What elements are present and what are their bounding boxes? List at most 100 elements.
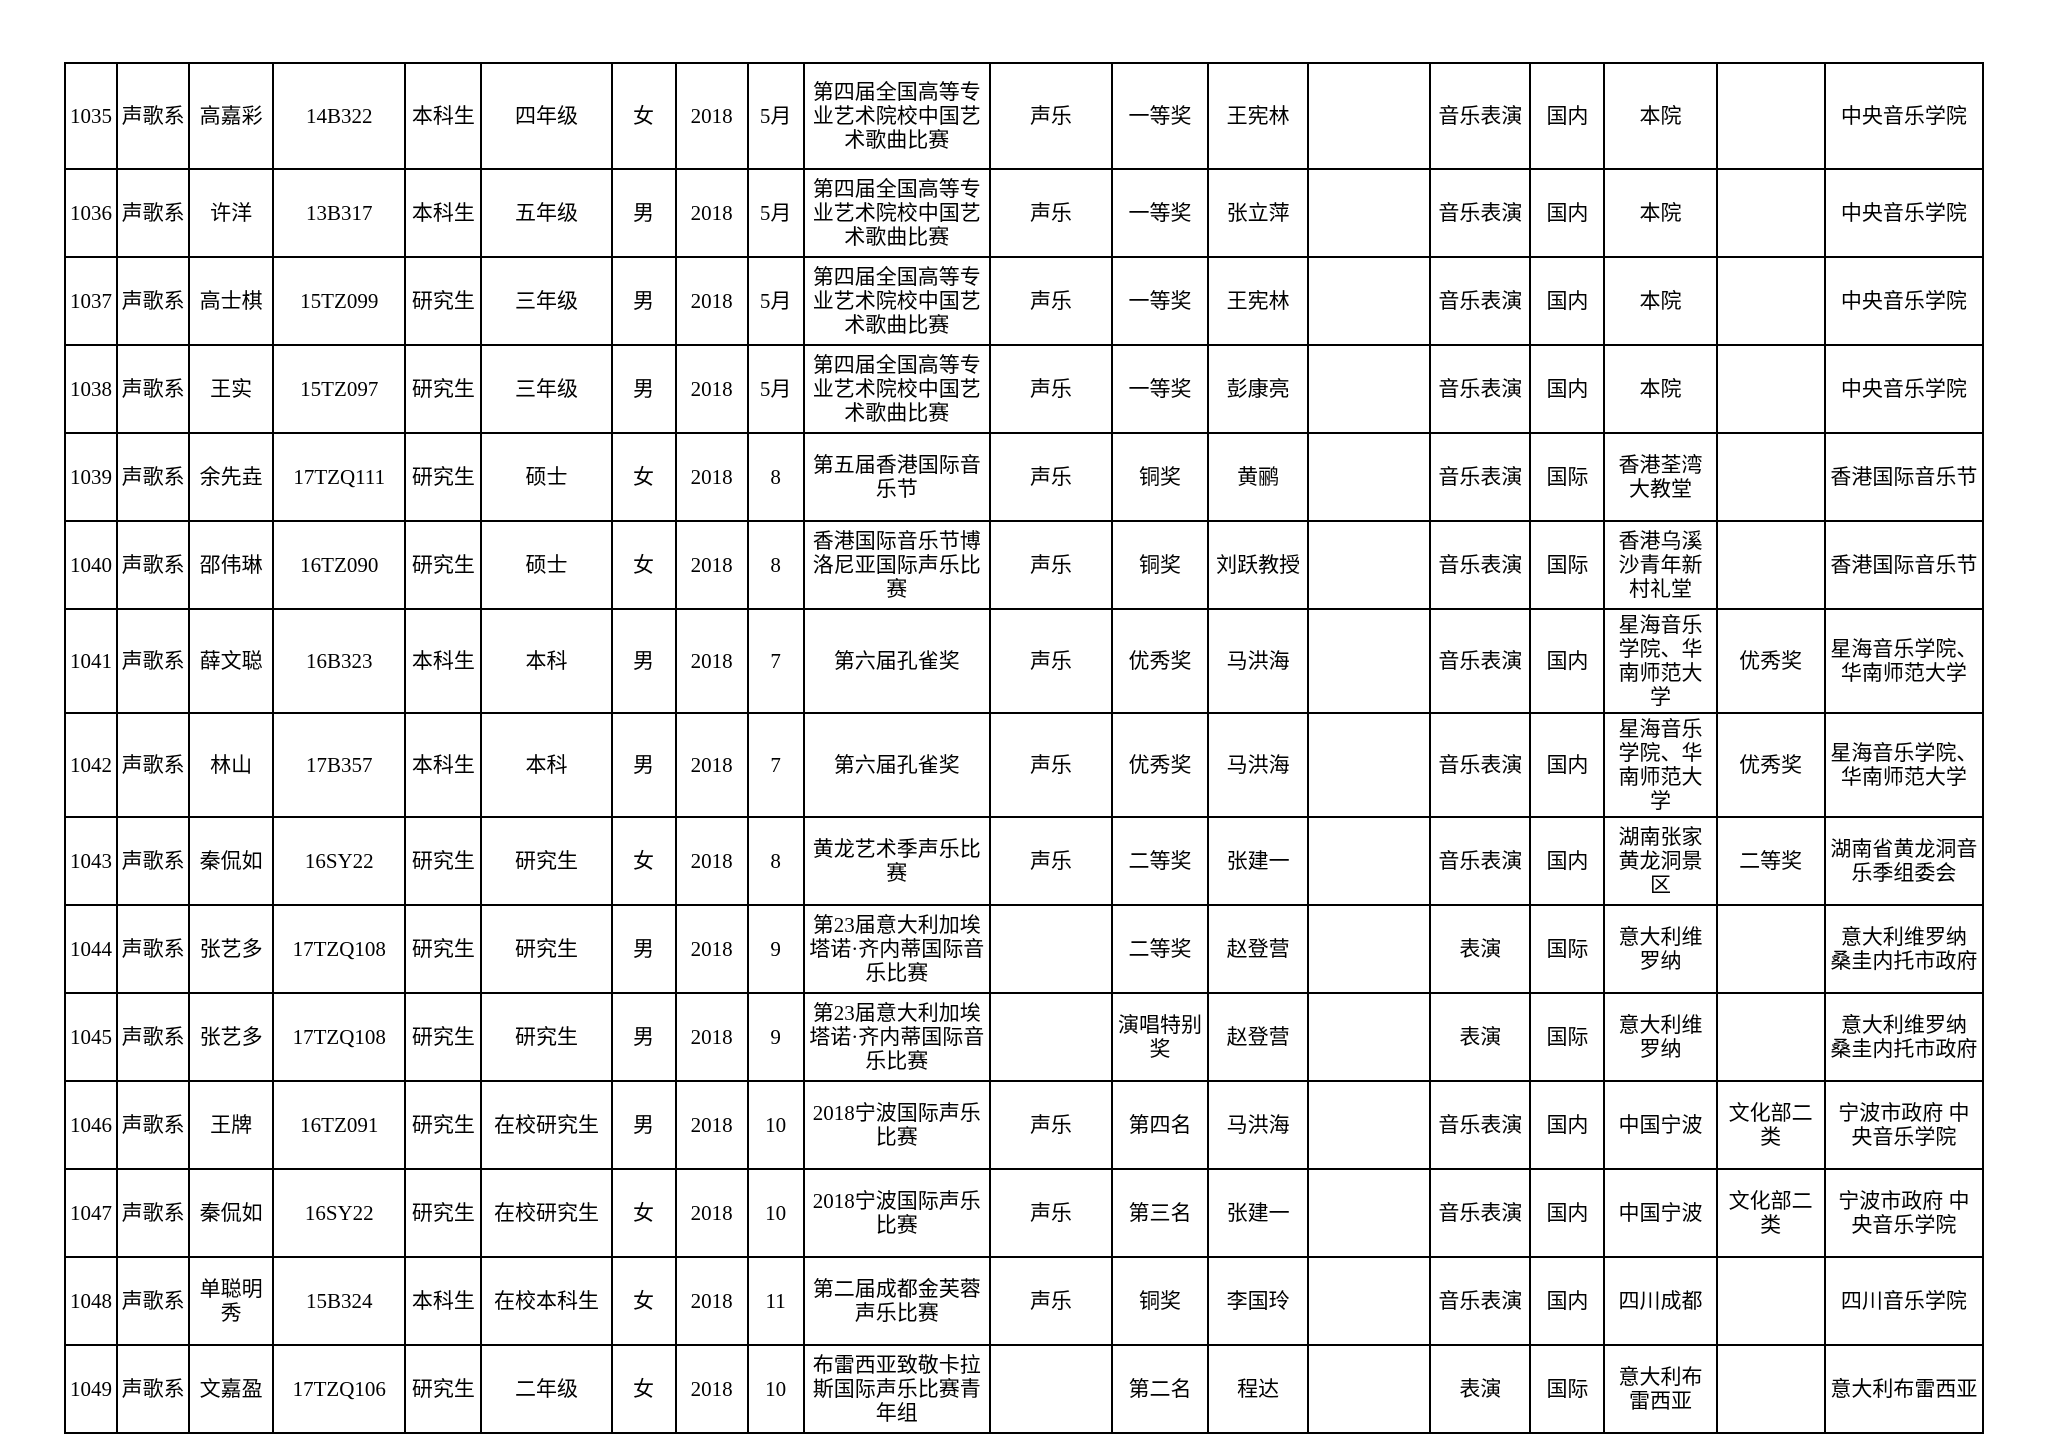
cell-location: 本院 — [1603, 256, 1718, 346]
cell-spare — [1307, 712, 1432, 818]
cell-grade: 研究生 — [480, 992, 613, 1082]
awards-table: 1035 声歌系 高嘉彩 14B322 本科生 四年级女 2018 5月 第四届全国高等专业艺术… — [63, 62, 1985, 1434]
cell-location: 意大利维罗纳 — [1603, 992, 1718, 1082]
cell-location: 中国宁波 — [1603, 1168, 1718, 1258]
cell-teacher: 彭康亮 — [1207, 344, 1310, 434]
cell-name: 王牌 — [188, 1080, 275, 1170]
cell-location: 香港乌溪沙青年新村礼堂 — [1603, 520, 1718, 610]
cell-scope: 国际 — [1529, 1344, 1606, 1434]
cell-month: 9 — [746, 992, 805, 1082]
cell-teacher: 张建一 — [1207, 1168, 1310, 1258]
cell-major: 音乐表演 — [1429, 1168, 1532, 1258]
cell-teacher: 黄鹂 — [1207, 432, 1310, 522]
cell-location: 本院 — [1603, 168, 1718, 258]
cell-student-id: 17B357 — [272, 712, 407, 818]
cell-gender: 女 — [610, 1168, 677, 1258]
cell-scope: 国际 — [1529, 432, 1606, 522]
cell-location: 香港荃湾大教堂 — [1603, 432, 1718, 522]
cell-organizer: 中央音乐学院 — [1823, 168, 1985, 258]
cell-competition: 第四届全国高等专业艺术院校中国艺术歌曲比赛 — [802, 256, 991, 346]
cell-seq: 1045 — [63, 992, 119, 1082]
cell-competition: 第四届全国高等专业艺术院校中国艺术歌曲比赛 — [802, 344, 991, 434]
cell-teacher: 赵登营 — [1207, 904, 1310, 994]
table-body: 1035 声歌系 高嘉彩 14B322 本科生 四年级女 2018 5月 第四届全国高等专业艺术… — [63, 62, 1985, 1434]
cell-month: 5月 — [746, 62, 805, 170]
cell-award: 一等奖 — [1110, 62, 1210, 170]
cell-gender: 女 — [610, 816, 677, 906]
cell-student-type: 研究生 — [404, 256, 483, 346]
cell-gender: 男 — [610, 168, 677, 258]
cell-category: 声乐 — [988, 432, 1114, 522]
cell-student-id: 16SY22 — [272, 1168, 407, 1258]
cell-year: 2018 — [674, 1344, 749, 1434]
cell-scope: 国内 — [1529, 1256, 1606, 1346]
cell-seq: 1040 — [63, 520, 119, 610]
cell-major: 音乐表演 — [1429, 816, 1532, 906]
cell-extra: 文化部二类 — [1715, 1168, 1826, 1258]
cell-scope: 国际 — [1529, 904, 1606, 994]
cell-seq: 1041 — [63, 608, 119, 714]
cell-organizer: 湖南省黄龙洞音乐季组委会 — [1823, 816, 1985, 906]
cell-year: 2018 — [674, 62, 749, 170]
cell-grade: 在校本科生 — [480, 1256, 613, 1346]
cell-spare — [1307, 168, 1432, 258]
cell-location: 四川成都 — [1603, 1256, 1718, 1346]
cell-dept: 声歌系 — [116, 168, 191, 258]
cell-student-id: 17TZQ111 — [272, 432, 407, 522]
cell-student-id: 13B317 — [272, 168, 407, 258]
cell-year: 2018 — [674, 256, 749, 346]
cell-year: 2018 — [674, 1168, 749, 1258]
cell-name: 许洋 — [188, 168, 275, 258]
cell-award: 演唱特别奖 — [1110, 992, 1210, 1082]
cell-organizer: 中央音乐学院 — [1823, 344, 1985, 434]
table-row: 1035 声歌系 高嘉彩 14B322 本科生 四年级女 2018 5月 第四届全国高等专业艺术… — [63, 62, 1985, 170]
cell-award: 铜奖 — [1110, 432, 1210, 522]
cell-competition: 黄龙艺术季声乐比赛 — [802, 816, 991, 906]
cell-student-id: 17TZQ108 — [272, 904, 407, 994]
cell-competition: 香港国际音乐节博洛尼亚国际声乐比赛 — [802, 520, 991, 610]
cell-year: 2018 — [674, 520, 749, 610]
table-row: 1042 声歌系 林山 17B357 本科生 本科男 2018 7 第六届孔雀奖 声乐 优秀奖 马洪海… — [63, 712, 1985, 818]
cell-grade: 三年级 — [480, 344, 613, 434]
cell-scope: 国内 — [1529, 1080, 1606, 1170]
cell-dept: 声歌系 — [116, 712, 191, 818]
cell-name: 薛文聪 — [188, 608, 275, 714]
cell-organizer: 意大利维罗纳 桑圭内托市政府 — [1823, 992, 1985, 1082]
cell-name: 高士棋 — [188, 256, 275, 346]
cell-dept: 声歌系 — [116, 1168, 191, 1258]
cell-category — [988, 992, 1114, 1082]
cell-year: 2018 — [674, 816, 749, 906]
cell-teacher: 张建一 — [1207, 816, 1310, 906]
cell-competition: 第23届意大利加埃塔诺·齐内蒂国际音乐比赛 — [802, 904, 991, 994]
cell-student-type: 本科生 — [404, 1256, 483, 1346]
cell-spare — [1307, 608, 1432, 714]
cell-category: 声乐 — [988, 712, 1114, 818]
cell-dept: 声歌系 — [116, 62, 191, 170]
cell-major: 音乐表演 — [1429, 62, 1532, 170]
cell-dept: 声歌系 — [116, 992, 191, 1082]
table-row: 1049 声歌系 文嘉盈 17TZQ106 研究生 二年级女 2018 10 布雷西亚致敬卡拉斯… — [63, 1344, 1985, 1434]
cell-teacher: 李国玲 — [1207, 1256, 1310, 1346]
cell-gender: 男 — [610, 992, 677, 1082]
cell-month: 7 — [746, 712, 805, 818]
cell-name: 张艺多 — [188, 992, 275, 1082]
cell-student-id: 15B324 — [272, 1256, 407, 1346]
cell-gender: 男 — [610, 344, 677, 434]
cell-year: 2018 — [674, 992, 749, 1082]
cell-grade: 本科 — [480, 712, 613, 818]
cell-extra — [1715, 904, 1826, 994]
cell-student-type: 研究生 — [404, 992, 483, 1082]
cell-location: 意大利维罗纳 — [1603, 904, 1718, 994]
cell-competition: 第四届全国高等专业艺术院校中国艺术歌曲比赛 — [802, 62, 991, 170]
cell-spare — [1307, 1344, 1432, 1434]
cell-student-id: 16B323 — [272, 608, 407, 714]
cell-major: 音乐表演 — [1429, 344, 1532, 434]
cell-organizer: 星海音乐学院、华南师范大学 — [1823, 712, 1985, 818]
cell-award: 第三名 — [1110, 1168, 1210, 1258]
cell-seq: 1039 — [63, 432, 119, 522]
cell-organizer: 星海音乐学院、华南师范大学 — [1823, 608, 1985, 714]
cell-name: 林山 — [188, 712, 275, 818]
cell-month: 8 — [746, 520, 805, 610]
cell-student-type: 本科生 — [404, 168, 483, 258]
